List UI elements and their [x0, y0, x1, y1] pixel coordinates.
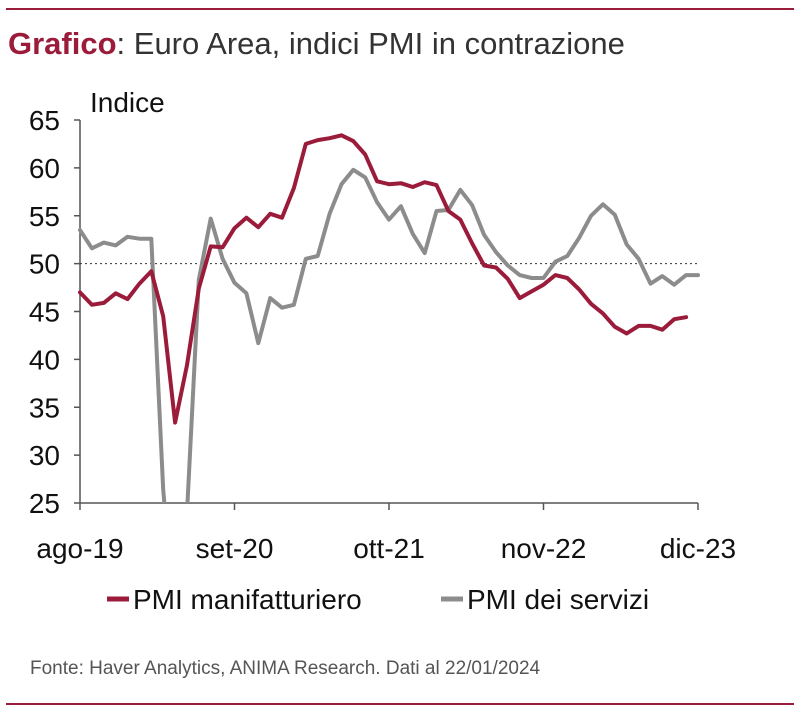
source-note: Fonte: Haver Analytics, ANIMA Research. … — [30, 658, 541, 679]
heading-title: Euro Area, indici PMI in contrazione — [133, 26, 625, 61]
y-tick-label: 50 — [29, 249, 60, 280]
y-tick-label: 40 — [29, 344, 60, 375]
y-axis-title: Indice — [90, 87, 165, 118]
heading-keyword: Grafico — [8, 26, 117, 61]
y-tick-label: 45 — [29, 297, 60, 328]
y-tick-label: 60 — [29, 153, 60, 184]
top-rule — [6, 8, 794, 10]
legend-label-manufacturing: PMI manifatturiero — [133, 584, 362, 615]
y-tick-label: 35 — [29, 392, 60, 423]
y-tick-label: 25 — [29, 488, 60, 519]
y-tick-label: 30 — [29, 440, 60, 471]
x-tick-label: ago-19 — [36, 533, 123, 564]
x-tick-label: set-20 — [196, 533, 274, 564]
y-tick-label: 55 — [29, 201, 60, 232]
series-line-services — [78, 167, 700, 503]
y-tick-label: 65 — [29, 105, 60, 136]
x-tick-label: dic-23 — [660, 533, 736, 564]
bottom-rule — [6, 703, 794, 705]
heading-separator: : — [116, 26, 134, 61]
x-tick-label: ott-21 — [353, 533, 425, 564]
series-line-manufacturing — [78, 133, 689, 425]
chart-heading: Grafico: Euro Area, indici PMI in contra… — [8, 26, 625, 62]
x-tick-label: nov-22 — [501, 533, 587, 564]
legend-label-services: PMI dei servizi — [467, 584, 649, 615]
